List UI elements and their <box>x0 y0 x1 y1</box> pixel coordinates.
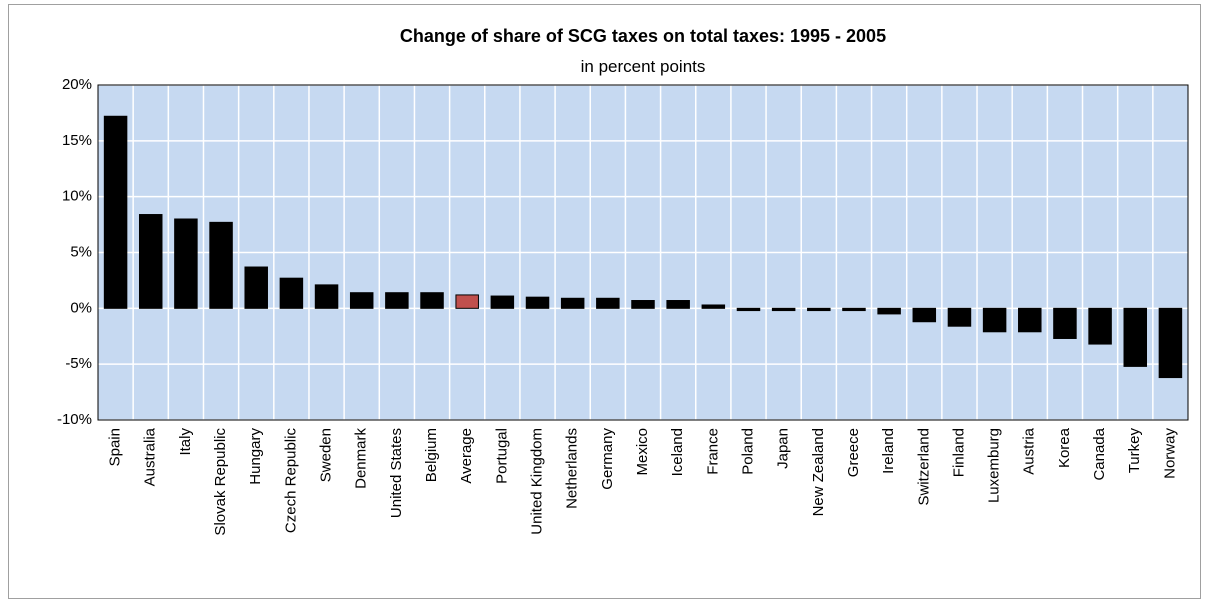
y-tick-label: 0% <box>70 299 92 316</box>
bar <box>103 115 128 309</box>
x-tick-label: Austria <box>1021 427 1038 474</box>
x-tick-label: Hungary <box>247 428 264 485</box>
x-tick-label: Iceland <box>669 428 686 476</box>
x-tick-label: Germany <box>599 428 616 490</box>
x-tick-label: Sweden <box>318 428 335 482</box>
x-tick-label: Finland <box>950 428 967 477</box>
x-tick-label: Ireland <box>880 428 897 474</box>
chart-title: Change of share of SCG taxes on total ta… <box>400 26 886 46</box>
bar <box>1123 307 1148 367</box>
x-tick-label: Turkey <box>1126 428 1143 474</box>
bar <box>1053 307 1077 339</box>
bar <box>877 307 901 315</box>
x-tick-label: Canada <box>1091 427 1108 480</box>
x-tick-label: Australia <box>142 427 159 486</box>
bar <box>807 307 831 312</box>
x-tick-label: Netherlands <box>564 428 581 509</box>
bar <box>912 307 937 323</box>
x-tick-label: Mexico <box>634 428 651 476</box>
bar <box>279 277 304 309</box>
x-tick-label: New Zealand <box>810 428 827 516</box>
bar <box>1088 307 1112 345</box>
y-tick-label: 5% <box>70 243 92 260</box>
x-tick-label: Czech Republic <box>282 428 299 534</box>
bar <box>701 304 726 309</box>
bar <box>771 307 796 312</box>
x-tick-label: France <box>704 428 721 475</box>
x-tick-label: Greece <box>845 428 862 477</box>
x-tick-label: Spain <box>107 428 124 466</box>
bar <box>947 307 972 327</box>
bar <box>560 297 585 309</box>
y-tick-label: 10% <box>62 188 92 205</box>
x-tick-label: Switzerland <box>915 428 932 506</box>
bar <box>420 292 444 309</box>
bar <box>666 300 690 309</box>
x-tick-label: United Kingdom <box>528 428 545 535</box>
x-tick-label: Japan <box>775 428 792 469</box>
x-tick-label: Slovak Republic <box>212 428 229 536</box>
x-tick-label: Portugal <box>493 428 510 484</box>
x-tick-label: Denmark <box>353 428 370 489</box>
bar <box>138 214 163 309</box>
bar <box>244 266 268 309</box>
x-tick-label: Korea <box>1056 427 1073 468</box>
chart-subtitle: in percent points <box>581 57 706 76</box>
bar <box>736 307 761 312</box>
y-tick-label: 15% <box>62 132 92 149</box>
y-tick-label: -5% <box>65 355 92 372</box>
bar <box>490 295 515 309</box>
bar <box>631 300 655 309</box>
y-tick-label: -10% <box>57 411 92 428</box>
bar <box>596 297 620 309</box>
bar <box>174 218 198 309</box>
bar <box>1158 307 1183 379</box>
bar <box>525 296 550 309</box>
x-tick-label: United States <box>388 428 405 518</box>
bar <box>385 292 409 309</box>
bar <box>455 294 479 309</box>
y-tick-label: 20% <box>62 76 92 93</box>
bar <box>982 307 1007 333</box>
x-tick-label: Average <box>458 428 475 484</box>
plot-border <box>97 84 1189 421</box>
bar <box>209 221 233 309</box>
x-tick-label: Poland <box>739 428 756 475</box>
x-tick-label: Italy <box>177 428 194 456</box>
bar <box>349 292 374 309</box>
bar <box>842 307 866 312</box>
x-tick-label: Belgium <box>423 428 440 482</box>
x-tick-label: Norway <box>1161 428 1178 479</box>
bar <box>1018 307 1042 333</box>
bar <box>314 284 339 309</box>
x-tick-label: Luxemburg <box>986 428 1003 503</box>
